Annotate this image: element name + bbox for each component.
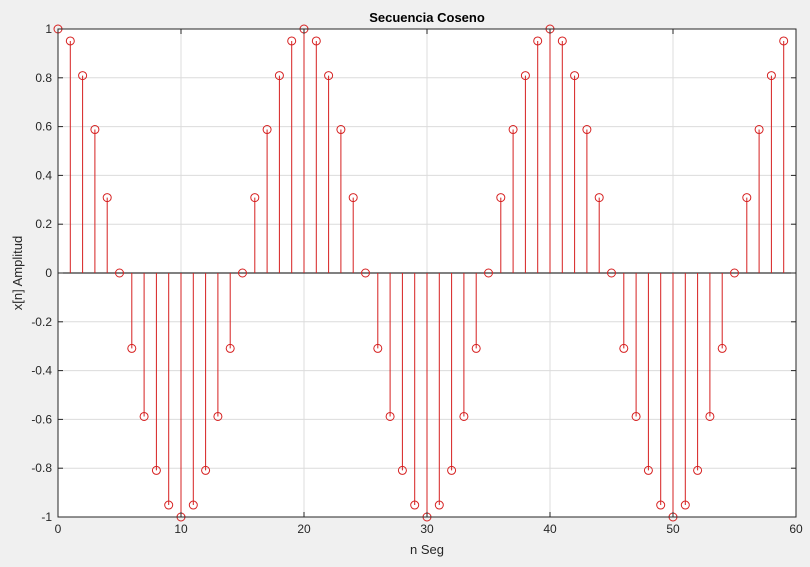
- y-tick-label: -0.8: [31, 461, 52, 475]
- stem-marker: [779, 36, 789, 46]
- stem-marker: [115, 268, 124, 278]
- stem-marker: [742, 193, 752, 203]
- stem-marker: [447, 465, 457, 475]
- y-tick-label: -0.2: [31, 315, 52, 329]
- stem-marker: [533, 36, 543, 46]
- y-tick-label: 0.6: [35, 120, 52, 134]
- y-axis-ticks: -1 -0.8 -0.6 -0.4 -0.2 0 0.2 0.4 0.6 0.8 1: [31, 22, 796, 524]
- stem-marker: [201, 465, 211, 475]
- stem-marker: [717, 343, 727, 353]
- stem-marker: [78, 71, 88, 81]
- stem-marker: [557, 36, 567, 46]
- y-tick-label: -1: [41, 510, 52, 524]
- stem-marker: [373, 343, 383, 353]
- stem-marker: [348, 193, 358, 203]
- stem-marker: [496, 193, 506, 203]
- stem-marker: [274, 71, 284, 81]
- stem-marker: [127, 343, 137, 353]
- x-tick-label: 20: [297, 522, 311, 536]
- stem-marker: [102, 193, 112, 203]
- stem-marker: [361, 268, 370, 278]
- x-tick-label: 0: [55, 522, 62, 536]
- stem-marker: [459, 411, 469, 421]
- x-axis-ticks: 0 10 20 30 40 50 60: [55, 29, 803, 536]
- stem-marker: [570, 71, 580, 81]
- y-axis-label: x[n] Amplitud: [10, 236, 25, 310]
- x-axis-label: n Seg: [410, 542, 444, 557]
- x-tick-label: 50: [666, 522, 680, 536]
- stem-marker: [471, 343, 481, 353]
- x-tick-label: 60: [789, 522, 803, 536]
- y-tick-label: -0.4: [31, 364, 52, 378]
- stem-marker: [594, 193, 604, 203]
- stem-marker: [619, 343, 629, 353]
- stem-marker: [238, 268, 247, 278]
- stem-marker: [90, 125, 100, 135]
- stem-marker: [656, 500, 666, 510]
- stem-marker: [434, 500, 444, 510]
- stem-marker: [213, 411, 223, 421]
- y-tick-label: 0.2: [35, 217, 52, 231]
- stem-marker: [397, 465, 407, 475]
- x-tick-label: 40: [543, 522, 557, 536]
- y-tick-label: 0.4: [35, 168, 52, 182]
- stem-marker: [250, 193, 260, 203]
- stem-marker: [631, 411, 641, 421]
- stem-marker: [139, 411, 149, 421]
- y-tick-label: 0.8: [35, 71, 52, 85]
- stem-marker: [164, 500, 174, 510]
- stem-marker: [730, 268, 739, 278]
- stem-marker: [508, 125, 518, 135]
- stem-marker: [754, 125, 764, 135]
- stem-marker: [65, 36, 75, 46]
- chart-title: Secuencia Coseno: [369, 10, 485, 25]
- stem-marker: [484, 268, 493, 278]
- y-tick-label: 1: [45, 22, 52, 36]
- stem-marker: [151, 465, 161, 475]
- stem-marker: [607, 268, 616, 278]
- stem-marker: [693, 465, 703, 475]
- y-tick-label: 0: [45, 266, 52, 280]
- y-tick-label: -0.6: [31, 412, 52, 426]
- stem-marker: [225, 343, 235, 353]
- stem-marker: [336, 125, 346, 135]
- stem-marker: [385, 411, 395, 421]
- stem-marker: [520, 71, 530, 81]
- stem-marker: [262, 125, 272, 135]
- stem-marker: [705, 411, 715, 421]
- stem-marker: [582, 125, 592, 135]
- stem-marker: [188, 500, 198, 510]
- stem-marker: [410, 500, 420, 510]
- stem-marker: [643, 465, 653, 475]
- stem-marker: [311, 36, 321, 46]
- stem-marker: [287, 36, 297, 46]
- stem-marker: [766, 71, 776, 81]
- stem-marker: [680, 500, 690, 510]
- x-tick-label: 30: [420, 522, 434, 536]
- stem-marker: [324, 71, 334, 81]
- x-tick-label: 10: [174, 522, 188, 536]
